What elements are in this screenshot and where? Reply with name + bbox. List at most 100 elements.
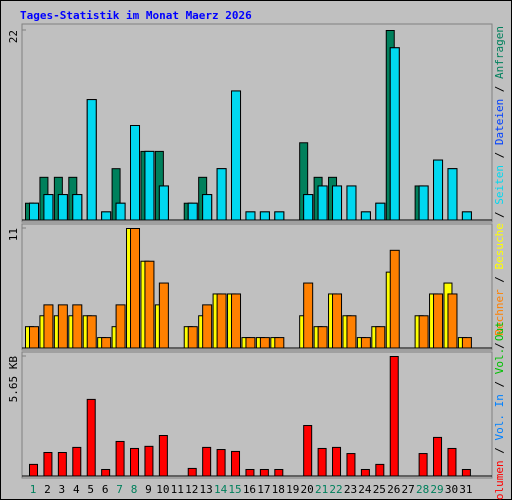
bar — [418, 453, 428, 477]
x-tick-label: 13 — [200, 483, 213, 496]
bar — [360, 211, 371, 221]
bar — [57, 194, 68, 221]
bar — [375, 463, 385, 477]
bar — [43, 194, 54, 221]
bar — [461, 337, 472, 349]
legend-separator: / — [493, 145, 506, 165]
bar — [86, 398, 96, 477]
x-tick-label: 16 — [243, 483, 256, 496]
bar — [389, 47, 400, 221]
bar — [86, 99, 97, 221]
bar — [259, 211, 270, 221]
bar — [187, 326, 198, 349]
x-tick-label: 24 — [358, 483, 372, 496]
legend-entry: Vol. Out — [493, 321, 506, 374]
bar — [216, 449, 226, 477]
x-tick-label: 25 — [373, 483, 386, 496]
x-tick-label: 6 — [102, 483, 109, 496]
bar — [57, 452, 67, 477]
x-tick-label: 7 — [116, 483, 123, 496]
legend: Volumen / Vol. In / Vol. Out — [493, 321, 506, 500]
legend-separator: / — [493, 374, 506, 394]
bar — [115, 304, 126, 349]
y-tick-label: 11 — [7, 228, 20, 241]
x-tick-label: 18 — [272, 483, 285, 496]
legend-entry: Besuche — [493, 223, 506, 269]
legend-separator: / — [493, 440, 506, 460]
bar — [43, 304, 54, 349]
bar — [245, 337, 256, 349]
bar — [101, 211, 112, 221]
bar — [317, 185, 328, 221]
legend-entry: Vol. In — [493, 394, 506, 440]
bar — [274, 337, 285, 349]
x-tick-label: 9 — [145, 483, 152, 496]
bar — [202, 446, 212, 477]
x-tick-label: 30 — [445, 483, 458, 496]
legend-entry: Anfragen — [493, 26, 506, 79]
bar — [259, 468, 269, 477]
bar — [158, 435, 168, 477]
legend-separator: / — [493, 269, 506, 289]
bar — [317, 447, 327, 477]
bar — [332, 293, 343, 349]
bar — [29, 202, 39, 221]
x-tick-label: 3 — [59, 483, 66, 496]
legend-entry: Rechner — [493, 289, 506, 336]
bar — [144, 260, 155, 349]
bar — [389, 249, 400, 349]
bar — [303, 425, 313, 477]
x-tick-label: 19 — [286, 483, 299, 496]
bar — [144, 150, 155, 221]
bar — [86, 315, 97, 349]
bar — [332, 185, 343, 221]
x-tick-label: 17 — [257, 483, 270, 496]
legend-separator: / — [493, 205, 506, 218]
x-tick-label: 27 — [402, 483, 415, 496]
legend: / Seiten / Dateien / Anfragen — [493, 26, 506, 218]
bar — [101, 337, 112, 349]
bar — [259, 337, 270, 349]
x-tick-label: 29 — [430, 483, 443, 496]
bar — [433, 436, 443, 477]
x-tick-label: 20 — [301, 483, 314, 496]
bar — [245, 211, 256, 221]
legend-separator: / — [493, 336, 506, 349]
legend: / Rechner / Besuche — [493, 223, 506, 349]
bar — [346, 185, 357, 221]
bar — [231, 90, 242, 221]
bar — [101, 468, 111, 477]
bar — [202, 304, 213, 349]
bar — [447, 293, 458, 349]
bar — [130, 228, 141, 349]
bar — [433, 293, 444, 349]
x-tick-label: 23 — [344, 483, 357, 496]
bar — [216, 293, 227, 349]
bar — [332, 446, 342, 477]
bar — [375, 326, 386, 349]
bar — [158, 185, 169, 221]
bar — [202, 194, 213, 221]
x-tick-label: 22 — [329, 483, 342, 496]
bar — [447, 447, 457, 477]
legend-separator: / — [493, 79, 506, 99]
x-tick-label: 2 — [44, 483, 51, 496]
y-tick-label: 22 — [7, 30, 20, 43]
bar — [187, 467, 197, 477]
legend-entry: Seiten — [493, 165, 506, 205]
bar — [418, 315, 429, 349]
x-tick-label: 14 — [214, 483, 228, 496]
bar — [375, 202, 386, 221]
x-tick-label: 1 — [30, 483, 37, 496]
bar — [418, 185, 429, 221]
x-tick-label: 21 — [315, 483, 328, 496]
x-tick-label: 12 — [185, 483, 198, 496]
bar — [461, 468, 471, 477]
bar — [115, 440, 125, 477]
x-tick-label: 8 — [131, 483, 138, 496]
bar — [317, 326, 328, 349]
legend-entry: Dateien — [493, 99, 506, 145]
bar — [158, 282, 169, 349]
bar — [72, 304, 83, 349]
bar — [29, 463, 38, 477]
